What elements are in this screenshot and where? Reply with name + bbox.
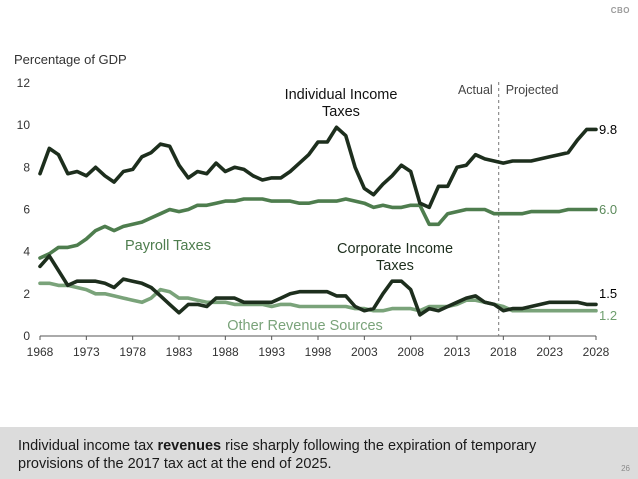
x-tick-label: 2028 bbox=[583, 345, 610, 359]
projected-label: Projected bbox=[506, 83, 559, 97]
series-label-individual-income-taxes: Individual Income bbox=[285, 87, 398, 103]
series-label-other-revenue-sources: Other Revenue Sources bbox=[227, 318, 383, 334]
x-tick-label: 2008 bbox=[397, 345, 424, 359]
x-tick-label: 1998 bbox=[305, 345, 332, 359]
series-label-corporate-income-taxes: Taxes bbox=[376, 258, 414, 274]
caption-text-bold: revenues bbox=[157, 438, 222, 454]
series-line-other-revenue-sources bbox=[38, 281, 598, 313]
series-line-corporate-income-taxes bbox=[38, 254, 598, 317]
series-line-individual-income-taxes bbox=[38, 125, 598, 210]
y-tick-label: 4 bbox=[23, 245, 30, 259]
end-label-corporate-income-taxes: 1.5 bbox=[599, 286, 617, 301]
end-label-other-revenue-sources: 1.2 bbox=[599, 308, 617, 323]
page-number: 26 bbox=[621, 464, 630, 473]
end-label-individual-income-taxes: 9.8 bbox=[599, 122, 617, 137]
x-tick-label: 2013 bbox=[444, 345, 471, 359]
x-tick-label: 1988 bbox=[212, 345, 239, 359]
series-line-payroll-taxes bbox=[38, 197, 598, 260]
series-label-individual-income-taxes: Taxes bbox=[322, 104, 360, 120]
series-label-payroll-taxes: Payroll Taxes bbox=[125, 238, 211, 254]
x-tick-label: 1993 bbox=[258, 345, 285, 359]
y-tick-label: 6 bbox=[23, 203, 30, 217]
y-tick-label: 12 bbox=[17, 76, 31, 90]
revenue-line-chart: Percentage of GDP 0 2 4 6 8 10 12 1968 1973 1978 19… bbox=[14, 52, 617, 359]
x-tick-label: 2018 bbox=[490, 345, 517, 359]
x-tick-label: 2023 bbox=[536, 345, 563, 359]
x-tick-label: 1978 bbox=[119, 345, 146, 359]
cbo-logo: CBO bbox=[610, 6, 630, 15]
x-tick-label: 1973 bbox=[73, 345, 100, 359]
y-tick-label: 8 bbox=[23, 160, 30, 174]
caption-text-after: rise sharply following the expiration of… bbox=[18, 438, 537, 472]
caption-text: Individual income tax revenues rise shar… bbox=[18, 437, 598, 473]
x-tick-label: 1968 bbox=[27, 345, 54, 359]
y-tick-label: 2 bbox=[23, 287, 30, 301]
y-tick-label: 0 bbox=[23, 329, 30, 343]
x-tick-label: 1983 bbox=[166, 345, 193, 359]
actual-label: Actual bbox=[458, 83, 493, 97]
y-axis-title: Percentage of GDP bbox=[14, 52, 127, 67]
y-tick-label: 10 bbox=[17, 118, 31, 132]
caption-text-before: Individual income tax bbox=[18, 438, 158, 454]
x-tick-label: 2003 bbox=[351, 345, 378, 359]
caption-bar: Individual income tax revenues rise shar… bbox=[0, 427, 638, 479]
end-label-payroll-taxes: 6.0 bbox=[599, 202, 617, 217]
series-label-corporate-income-taxes: Corporate Income bbox=[337, 241, 453, 257]
